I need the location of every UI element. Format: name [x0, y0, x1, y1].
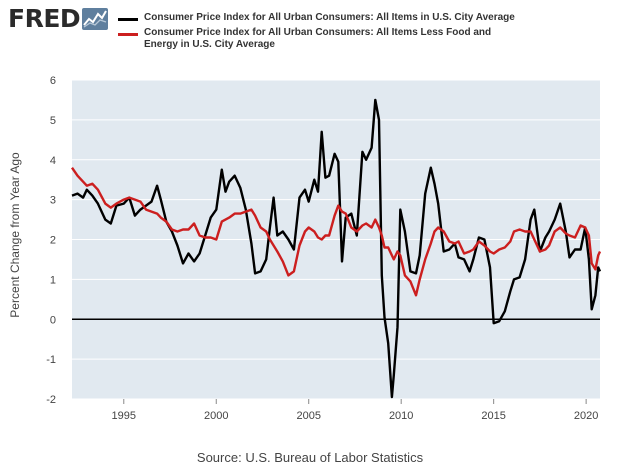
source-note: Source: U.S. Bureau of Labor Statistics: [196, 450, 424, 465]
y-tick-label: 0: [50, 314, 56, 326]
legend: Consumer Price Index for All Urban Consu…: [118, 12, 518, 54]
line-chart-icon: [82, 8, 109, 30]
logo-text: FRED: [8, 4, 81, 33]
y-tick-label: 2: [50, 235, 56, 247]
y-tick-label: -1: [46, 354, 56, 366]
legend-label: Consumer Price Index for All Urban Consu…: [144, 12, 515, 23]
y-tick-label: 1: [50, 274, 56, 286]
x-tick-label: 1995: [112, 410, 136, 422]
y-tick-label: 5: [50, 115, 56, 127]
x-tick-label: 2020: [574, 410, 598, 422]
x-tick-label: 2015: [481, 410, 505, 422]
legend-swatch-red: [118, 33, 138, 36]
x-tick-label: 2000: [204, 410, 228, 422]
line-chart: -2 -1 0 1 2 3 4 5 6 1995 2000 2005 2010 2015 2020: [46, 75, 602, 422]
legend-item-cpi-all-items[interactable]: Consumer Price Index for All Urban Consu…: [118, 12, 518, 24]
header: FRED Consumer Price Index for All Urban …: [0, 0, 620, 70]
y-tick-label: 4: [50, 155, 56, 167]
legend-label: Consumer Price Index for All Urban Consu…: [144, 27, 492, 50]
y-tick-label: 3: [50, 195, 56, 207]
series-line-cpi-all-items: [71, 98, 602, 399]
legend-item-cpi-core[interactable]: Consumer Price Index for All Urban Consu…: [118, 27, 518, 51]
series-line-cpi-core: [71, 167, 602, 297]
x-tick-label: 2010: [389, 410, 413, 422]
fred-logo[interactable]: FRED: [8, 4, 109, 34]
y-tick-label: -2: [46, 394, 56, 406]
y-tick-label: 6: [50, 75, 56, 87]
x-tick-label: 2005: [296, 410, 320, 422]
legend-swatch-black: [118, 18, 138, 21]
